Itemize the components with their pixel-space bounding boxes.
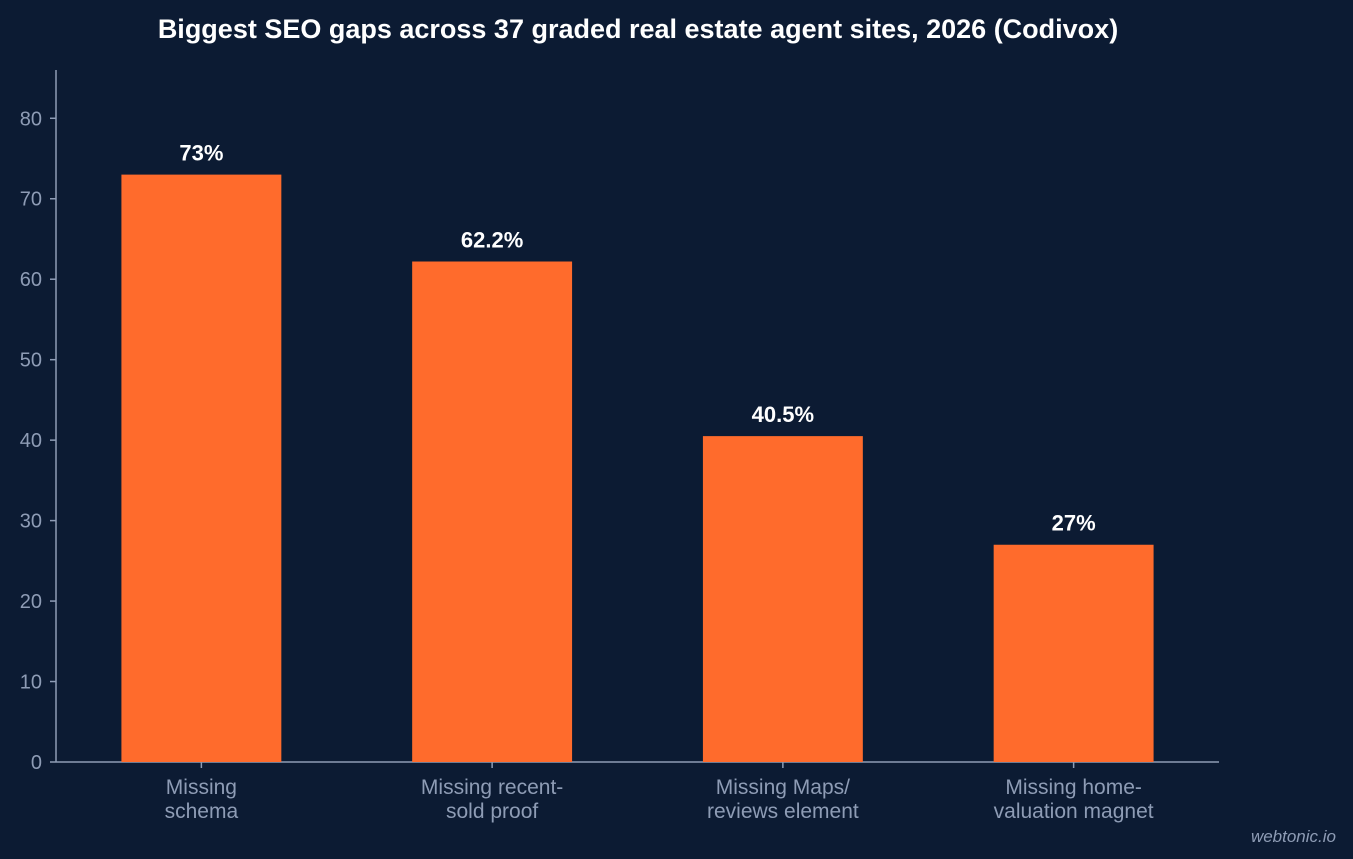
bar (993, 544, 1154, 762)
bar (412, 261, 573, 762)
x-tick-label: schema (165, 800, 239, 823)
x-tick-label: sold proof (446, 800, 538, 823)
bar (702, 436, 863, 762)
data-label: 40.5% (752, 402, 814, 427)
y-tick-label: 10 (20, 672, 42, 694)
y-tick-label: 50 (20, 350, 42, 372)
y-tick-label: 20 (20, 591, 42, 613)
x-tick-label: Missing Maps/ (716, 776, 850, 799)
data-label: 62.2% (461, 228, 523, 253)
x-tick-label: Missing recent- (421, 776, 563, 799)
y-tick-label: 30 (20, 511, 42, 533)
data-label: 27% (1052, 511, 1096, 536)
y-tick-label: 70 (20, 189, 42, 211)
x-tick-label: Missing home- (1005, 776, 1142, 799)
data-label: 73% (179, 141, 223, 166)
y-tick-label: 60 (20, 269, 42, 291)
y-tick-label: 40 (20, 430, 42, 452)
x-tick-label: valuation magnet (994, 800, 1154, 823)
y-tick-label: 0 (31, 752, 42, 774)
x-tick-label: Missing (166, 776, 237, 799)
y-tick-label: 80 (20, 108, 42, 130)
x-tick-label: reviews element (707, 800, 859, 823)
bar (121, 174, 282, 763)
watermark: webtonic.io (1251, 827, 1336, 846)
chart-title: Biggest SEO gaps across 37 graded real e… (158, 14, 1118, 44)
